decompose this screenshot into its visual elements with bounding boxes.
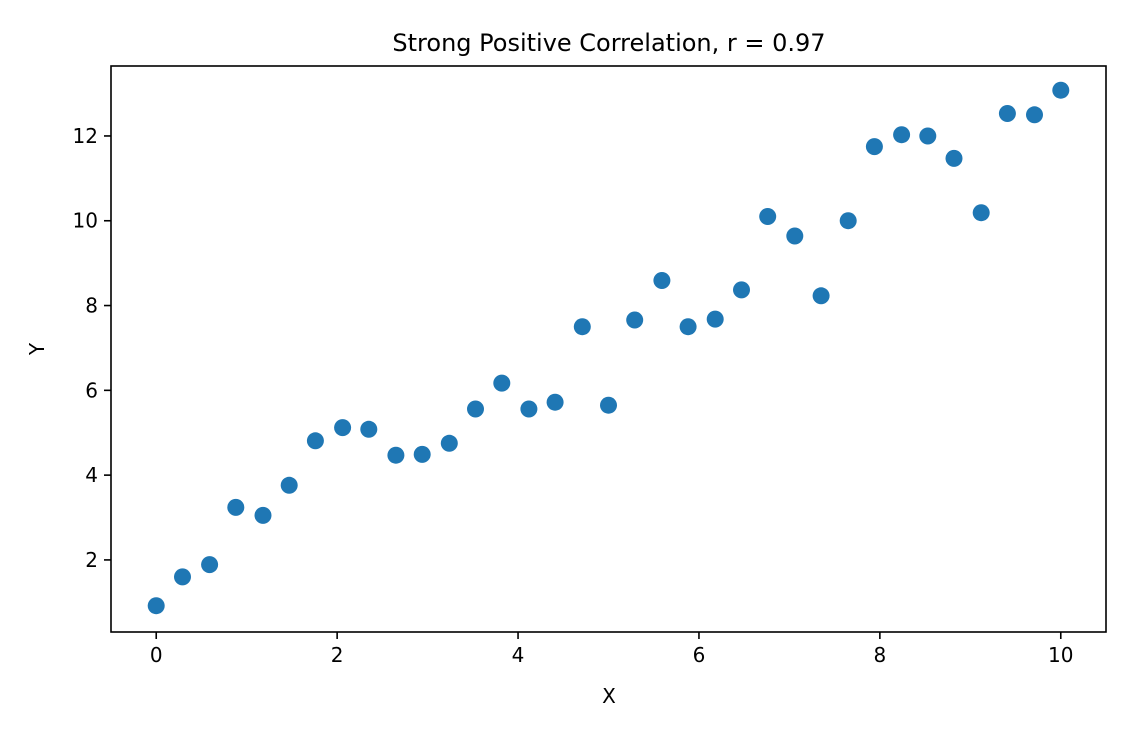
data-point — [893, 126, 911, 144]
data-point — [174, 568, 191, 586]
y-tick-label: 8 — [85, 294, 98, 318]
data-point — [227, 498, 245, 516]
y-tick-label: 6 — [85, 378, 98, 402]
data-point — [839, 212, 857, 230]
data-point — [972, 204, 990, 222]
data-point — [147, 597, 165, 615]
data-point — [865, 138, 883, 156]
data-point — [812, 287, 830, 305]
data-point — [306, 432, 324, 450]
data-point — [546, 393, 564, 411]
y-axis-label: Y — [25, 342, 49, 356]
data-point — [1052, 81, 1070, 99]
data-point — [254, 506, 272, 524]
data-point — [626, 311, 644, 329]
data-point — [413, 445, 431, 463]
data-point — [706, 310, 724, 328]
data-point — [201, 556, 219, 574]
y-tick-label: 2 — [85, 548, 98, 572]
x-tick-label: 10 — [1048, 643, 1073, 667]
data-point — [1026, 106, 1043, 124]
data-point — [280, 476, 298, 494]
x-tick-label: 2 — [331, 643, 344, 667]
data-point — [733, 281, 750, 299]
data-point — [520, 400, 538, 418]
data-point — [600, 396, 617, 414]
x-tick-label: 8 — [873, 643, 886, 667]
data-point — [334, 419, 352, 437]
data-point — [440, 434, 458, 452]
plot-area-frame — [110, 65, 1107, 633]
data-point — [360, 420, 378, 438]
data-point — [998, 105, 1016, 122]
data-point — [679, 318, 697, 336]
y-tick-label: 12 — [73, 124, 98, 148]
data-point — [387, 446, 405, 464]
data-point — [653, 272, 671, 289]
data-point — [467, 400, 484, 418]
chart-title: Strong Positive Correlation, r = 0.97 — [392, 29, 825, 57]
x-tick-label: 6 — [693, 643, 706, 667]
x-axis-label: X — [602, 684, 616, 708]
data-point — [493, 374, 511, 392]
x-tick-label: 4 — [512, 643, 525, 667]
y-tick-label: 4 — [85, 463, 98, 487]
y-axis: 2 4 6 8 10 12 — [73, 124, 111, 572]
y-tick-label: 10 — [73, 209, 98, 233]
x-axis: 0 2 4 6 8 10 — [150, 632, 1073, 667]
data-point — [759, 208, 777, 225]
x-tick-label: 0 — [150, 643, 163, 667]
data-point — [945, 149, 963, 167]
data-point — [919, 127, 937, 145]
data-point — [573, 318, 591, 336]
data-points — [147, 81, 1070, 615]
data-point — [786, 227, 804, 245]
